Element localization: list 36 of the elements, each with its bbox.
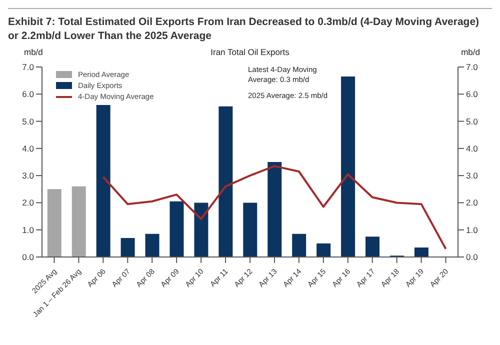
bar <box>145 234 160 257</box>
y2-axis-title: mb/d <box>461 47 480 57</box>
bar <box>96 105 110 257</box>
y2-tick-label: 7.0 <box>466 62 478 72</box>
y-tick-label: 1.0 <box>22 224 34 235</box>
y2-tick-label: 6.0 <box>466 89 478 100</box>
bar <box>243 202 258 257</box>
y-tick-label: 6.0 <box>22 89 34 100</box>
y2-tick-label: 0.0 <box>466 252 478 262</box>
bar <box>414 248 428 257</box>
bar <box>268 162 282 257</box>
y-tick-label: 0.0 <box>22 252 34 262</box>
bar <box>72 186 86 257</box>
line-series <box>102 165 447 250</box>
y-tick-label: 3.0 <box>22 170 34 181</box>
chart-title: Exhibit 7: Total Estimated Oil Exports From Iran Decreased to 0.3mb/d (4-Day Moving Average) or 2.2mb/d Lower Than the 2025 Average <box>8 8 492 43</box>
y-tick-label: 2.0 <box>22 198 34 208</box>
y2-tick-label: 2.0 <box>466 198 478 208</box>
bar <box>194 202 208 257</box>
bar <box>316 243 331 257</box>
y-axis-title: mb/d <box>24 47 43 57</box>
bar <box>170 201 184 257</box>
y-tick-label: 4.0 <box>22 143 34 154</box>
y2-tick-label: 5.0 <box>466 116 478 126</box>
y-tick-label: 7.0 <box>22 62 34 72</box>
y2-tick-label: 1.0 <box>466 224 478 235</box>
y2-tick-label: 4.0 <box>466 143 478 154</box>
bar <box>292 234 306 257</box>
bar <box>341 76 356 257</box>
bar <box>218 106 233 257</box>
bar <box>366 236 380 257</box>
bar <box>120 238 135 257</box>
chart-subtitle: Iran Total Oil Exports <box>210 47 290 57</box>
y2-tick-label: 3.0 <box>466 170 478 181</box>
bar <box>47 189 62 257</box>
y-tick-label: 5.0 <box>22 116 34 126</box>
